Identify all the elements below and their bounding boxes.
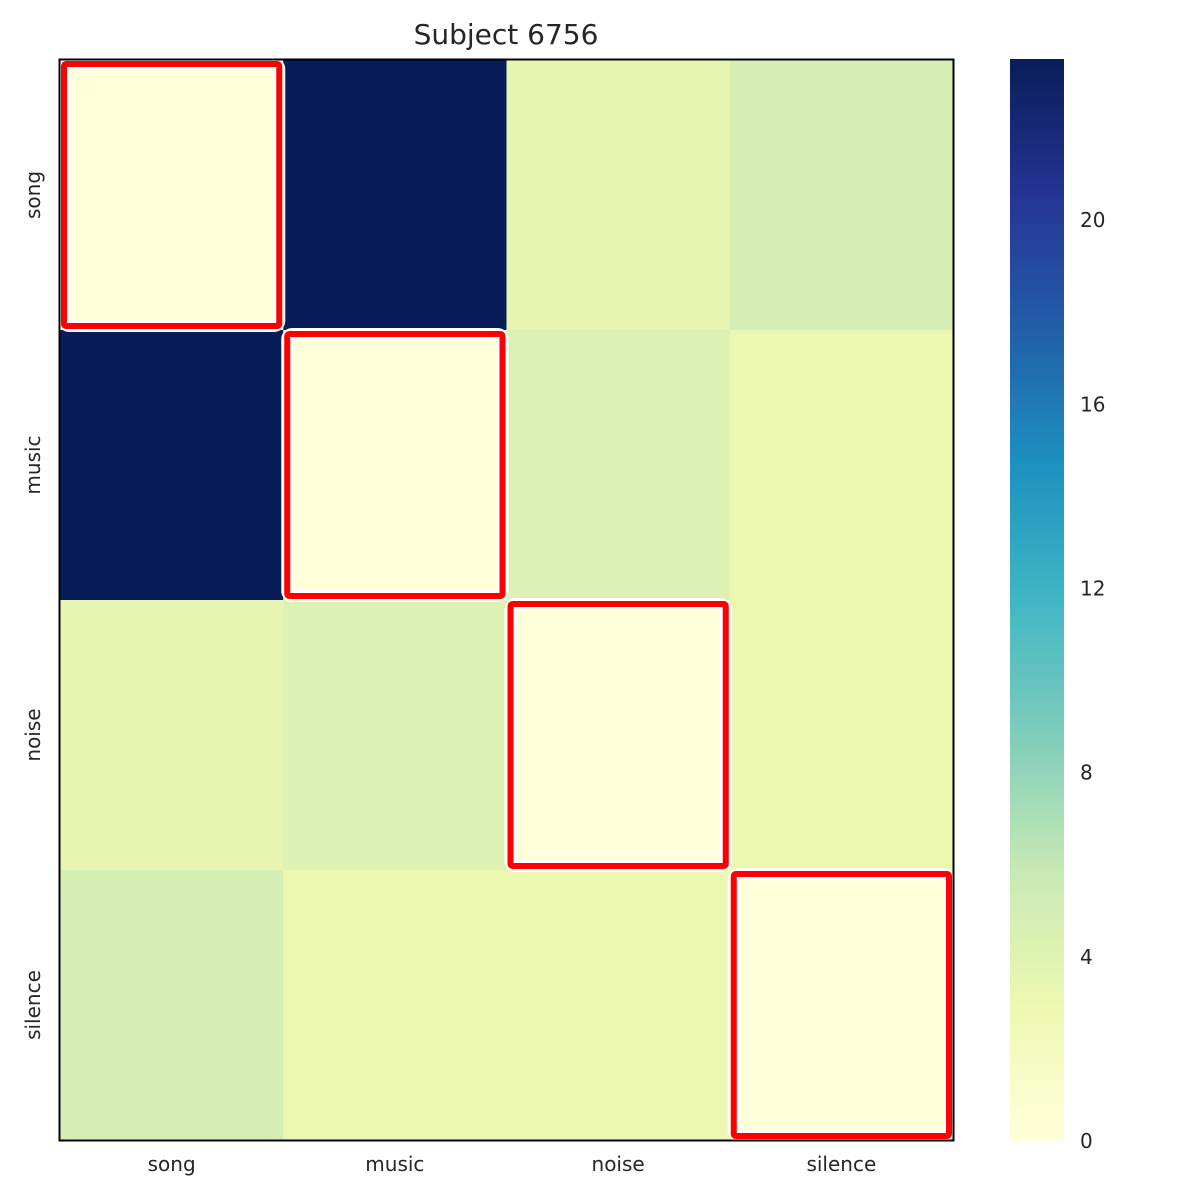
x-tick-labels: song music noise silence <box>148 1152 877 1176</box>
heatmap-cell-noise-music <box>283 600 507 871</box>
diagonal-highlights <box>58 58 955 1142</box>
heatmap-cells <box>60 60 954 1141</box>
highlight-box-song <box>61 61 283 329</box>
colorbar-tick-label-8: 8 <box>1080 761 1093 785</box>
highlight-box-music <box>284 331 506 599</box>
y-tick-label-noise: noise <box>21 708 45 761</box>
colorbar-tick-label-12: 12 <box>1080 576 1105 600</box>
heatmap-cell-silence-silence <box>729 870 954 1141</box>
y-tick-labels: song music noise silence <box>21 171 45 1040</box>
heatmap-cell-music-noise <box>506 330 731 601</box>
heatmap-cell-song-silence <box>729 60 954 331</box>
chart-title: Subject 6756 <box>414 18 599 51</box>
colorbar-tick-label-16: 16 <box>1080 392 1105 416</box>
heatmap-cell-noise-silence <box>729 600 954 871</box>
colorbar-tick-labels: 0 4 8 12 16 20 <box>1080 208 1105 1153</box>
heatmap-cell-song-music <box>283 60 507 331</box>
plot-frame <box>58 58 955 1142</box>
heatmap-cell-noise-song <box>60 600 284 871</box>
highlight-box-silence <box>730 871 952 1139</box>
x-tick-label-song: song <box>148 1152 196 1176</box>
colorbar <box>1010 59 1064 1141</box>
heatmap-cell-silence-music <box>283 870 507 1141</box>
colorbar-tick-label-20: 20 <box>1080 208 1105 232</box>
x-tick-label-music: music <box>365 1152 424 1176</box>
x-tick-label-silence: silence <box>806 1152 876 1176</box>
heatmap-cell-silence-song <box>60 870 284 1141</box>
x-tick-label-noise: noise <box>592 1152 645 1176</box>
heatmap-cell-silence-noise <box>506 870 731 1141</box>
heatmap-cell-song-song <box>60 60 284 331</box>
y-tick-label-silence: silence <box>21 970 45 1040</box>
y-tick-label-song: song <box>21 171 45 219</box>
heatmap-cell-music-music <box>283 330 507 601</box>
colorbar-tick-label-0: 0 <box>1080 1129 1093 1153</box>
heatmap-cell-song-noise <box>506 60 731 331</box>
heatmap-cell-music-song <box>60 330 284 601</box>
heatmap-cell-music-silence <box>729 330 954 601</box>
heatmap-cell-noise-noise <box>506 600 731 871</box>
colorbar-tick-label-4: 4 <box>1080 945 1093 969</box>
highlight-box-noise <box>507 601 729 869</box>
y-tick-label-music: music <box>21 435 45 494</box>
